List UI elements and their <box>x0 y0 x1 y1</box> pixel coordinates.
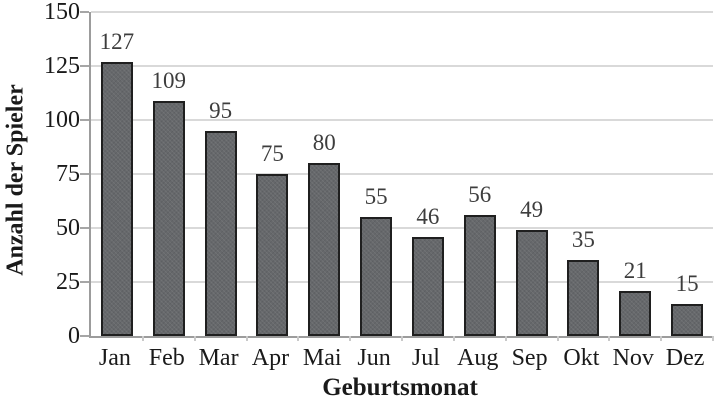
x-axis-tick-mark <box>556 336 559 341</box>
bar-jul <box>411 236 444 336</box>
bar-sep <box>515 230 548 336</box>
bar-value-label: 15 <box>675 270 699 296</box>
bar-dez <box>671 303 704 336</box>
x-axis-tick-mark <box>141 336 144 341</box>
y-axis-tick-mark <box>80 281 89 283</box>
bar-jan <box>100 61 133 336</box>
bar-value-label: 55 <box>364 184 388 210</box>
gridline <box>91 227 713 229</box>
bar-feb <box>152 100 185 336</box>
bar-value-label: 109 <box>151 67 187 93</box>
y-tick-label: 100 <box>44 107 80 133</box>
x-tick-label: Jun <box>357 345 391 371</box>
bar-aug <box>463 215 496 336</box>
plot-area: 127 109 95 75 80 55 46 56 49 35 21 15 <box>80 11 714 341</box>
gridline <box>91 11 713 13</box>
x-axis-tick-mark <box>349 336 352 341</box>
gridline <box>91 281 713 283</box>
bar-apr <box>256 174 289 336</box>
x-axis-tick-mark <box>608 336 611 341</box>
y-axis-tick-mark <box>80 173 89 175</box>
y-tick-label: 25 <box>56 269 80 295</box>
x-tick-label: Okt <box>563 345 600 371</box>
x-tick-label: Nov <box>612 345 654 371</box>
y-tick-label: 125 <box>44 53 80 79</box>
bar-mai <box>308 163 341 336</box>
x-tick-label: Aug <box>457 345 499 371</box>
y-tick-label: 150 <box>44 0 80 25</box>
bar-value-label: 95 <box>209 97 233 123</box>
x-axis-tick-mark <box>245 336 248 341</box>
x-axis-tick-mark <box>401 336 403 341</box>
y-axis-tick-mark <box>80 119 89 121</box>
gridline <box>91 119 713 121</box>
y-tick-label: 50 <box>56 215 80 241</box>
x-axis-tick-mark <box>712 336 714 341</box>
x-axis-tick-mark <box>297 336 300 341</box>
x-tick-label: Apr <box>251 345 290 371</box>
y-tick-label: 0 <box>68 323 80 349</box>
bar-value-label: 35 <box>571 227 595 253</box>
x-axis-tick-mark <box>452 336 455 341</box>
x-axis-tick-mark <box>660 336 663 341</box>
x-tick-label: Jul <box>411 345 440 371</box>
y-axis-tick-mark <box>80 65 89 67</box>
gridline <box>91 65 713 67</box>
x-axis-tick-mark <box>504 336 507 341</box>
y-axis-tick-mark <box>80 11 89 13</box>
bar-value-label: 56 <box>468 182 492 208</box>
bar-value-label: 21 <box>623 257 647 283</box>
bar-value-label: 75 <box>260 141 284 166</box>
bar-value-label: 127 <box>99 28 135 54</box>
y-axis-tick-mark <box>80 335 89 337</box>
bar-value-label: 46 <box>416 203 440 229</box>
x-tick-label: Jan <box>98 345 131 371</box>
x-axis-tick-mark <box>193 336 196 341</box>
bar-nov <box>619 290 652 336</box>
x-tick-label: Dez <box>665 345 705 371</box>
bar-okt <box>567 260 600 336</box>
gridline <box>91 173 713 175</box>
y-tick-label: 75 <box>56 161 80 187</box>
bar-value-label: 80 <box>312 130 336 156</box>
x-axis-title: Geburtsmonat <box>322 374 478 401</box>
x-tick-label: Feb <box>148 345 185 371</box>
y-axis-tick-mark <box>80 227 89 229</box>
bar-mar <box>204 130 237 336</box>
x-tick-label: Mar <box>198 345 239 371</box>
x-tick-label: Mai <box>302 345 342 371</box>
x-tick-label: Sep <box>511 345 548 371</box>
bar-jun <box>360 217 393 336</box>
bar-value-label: 49 <box>520 197 544 223</box>
